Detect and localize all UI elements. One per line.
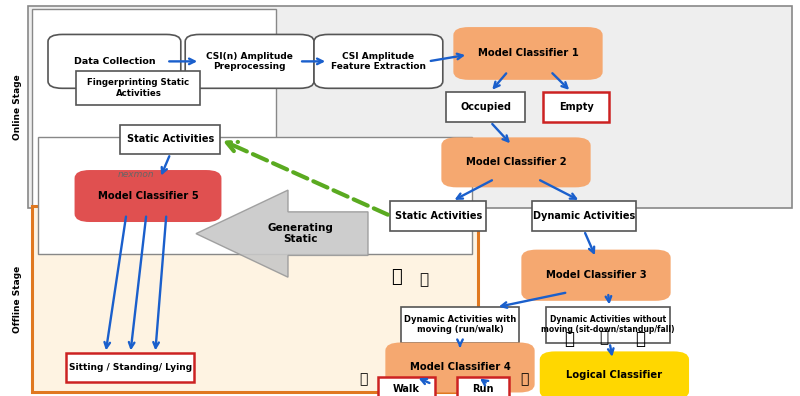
Text: Empty: Empty <box>558 102 594 112</box>
Text: Model Classifier 1: Model Classifier 1 <box>478 48 578 59</box>
FancyBboxPatch shape <box>543 92 609 122</box>
Text: 🚶: 🚶 <box>359 372 367 386</box>
FancyBboxPatch shape <box>522 251 670 300</box>
Text: 🧎: 🧎 <box>635 329 645 348</box>
Text: Generating
Static: Generating Static <box>267 223 333 244</box>
FancyBboxPatch shape <box>75 171 220 221</box>
Text: 🚶: 🚶 <box>599 330 609 345</box>
Text: CSI Amplitude
Feature Extraction: CSI Amplitude Feature Extraction <box>331 52 426 71</box>
FancyBboxPatch shape <box>401 307 519 343</box>
FancyBboxPatch shape <box>446 92 525 122</box>
Text: 🧍: 🧍 <box>565 329 574 348</box>
FancyBboxPatch shape <box>76 71 200 105</box>
Text: Run: Run <box>473 384 494 394</box>
Text: Static Activities: Static Activities <box>126 134 214 145</box>
FancyBboxPatch shape <box>378 377 435 396</box>
FancyBboxPatch shape <box>386 344 534 391</box>
Text: Model Classifier 3: Model Classifier 3 <box>546 270 646 280</box>
FancyBboxPatch shape <box>32 9 276 206</box>
Text: Logical Classifier: Logical Classifier <box>566 370 662 381</box>
Text: 🚶: 🚶 <box>390 268 402 286</box>
FancyBboxPatch shape <box>38 137 472 254</box>
Text: Occupied: Occupied <box>460 102 511 112</box>
Text: 🏃: 🏃 <box>521 372 529 386</box>
FancyBboxPatch shape <box>32 206 478 392</box>
FancyBboxPatch shape <box>186 34 314 88</box>
Text: Dynamic Activities without
moving (sit-down/standup/fall): Dynamic Activities without moving (sit-d… <box>542 315 674 334</box>
FancyBboxPatch shape <box>546 307 670 343</box>
Text: Model Classifier 5: Model Classifier 5 <box>98 191 198 201</box>
Text: Offline Stage: Offline Stage <box>13 265 22 333</box>
Text: Dynamic Activities: Dynamic Activities <box>533 211 635 221</box>
FancyBboxPatch shape <box>390 201 486 230</box>
FancyBboxPatch shape <box>66 353 194 382</box>
Text: Model Classifier 4: Model Classifier 4 <box>410 362 510 373</box>
Text: Static Activities: Static Activities <box>394 211 482 221</box>
FancyBboxPatch shape <box>314 34 443 88</box>
Text: Walk: Walk <box>393 384 420 394</box>
Text: nexmon: nexmon <box>118 170 154 179</box>
FancyBboxPatch shape <box>120 125 220 154</box>
Text: CSI(n) Amplitude
Preprocessing: CSI(n) Amplitude Preprocessing <box>206 52 293 71</box>
FancyBboxPatch shape <box>48 34 181 88</box>
FancyBboxPatch shape <box>458 377 510 396</box>
Text: Sitting / Standing/ Lying: Sitting / Standing/ Lying <box>69 363 192 372</box>
Text: Dynamic Activities with
moving (run/walk): Dynamic Activities with moving (run/walk… <box>404 315 516 334</box>
Text: Model Classifier 2: Model Classifier 2 <box>466 157 566 168</box>
Text: Data Collection: Data Collection <box>74 57 155 66</box>
Text: Fingerprinting Static
Activities: Fingerprinting Static Activities <box>87 78 190 97</box>
FancyBboxPatch shape <box>28 6 792 208</box>
FancyBboxPatch shape <box>532 201 636 230</box>
Polygon shape <box>196 190 368 277</box>
Text: Online Stage: Online Stage <box>13 74 22 140</box>
FancyBboxPatch shape <box>442 139 590 187</box>
FancyBboxPatch shape <box>454 28 602 79</box>
FancyBboxPatch shape <box>541 352 688 396</box>
Text: 🏃: 🏃 <box>419 272 429 287</box>
